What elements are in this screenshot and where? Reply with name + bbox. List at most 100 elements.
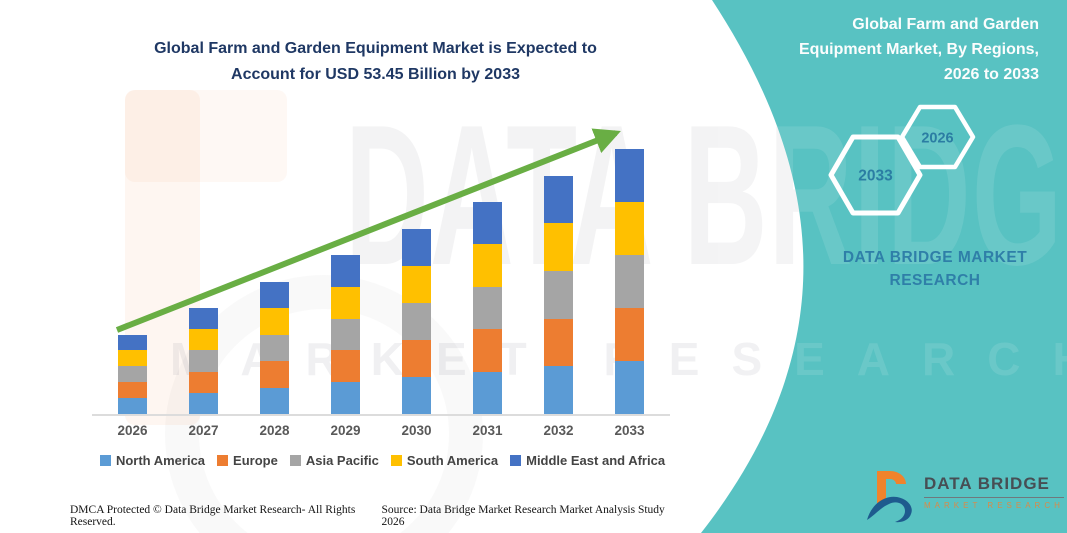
bar-segment xyxy=(118,382,147,399)
company-logo: DATA BRIDGE MARKET RESEARCH xyxy=(864,466,1064,528)
stacked-bar-2033 xyxy=(615,149,644,414)
bar-segment xyxy=(189,371,218,393)
legend-label: North America xyxy=(115,453,206,468)
bar-segment xyxy=(260,308,289,335)
brand-wordmark-line1: DATA BRIDGE MARKET xyxy=(842,249,1028,266)
bar-segment xyxy=(260,361,289,388)
stacked-bar-2032 xyxy=(544,175,573,414)
brand-wordmark: DATA BRIDGE MARKET RESEARCH xyxy=(805,246,1065,292)
watermark-on-teal-clip: DATA BRIDGE MARKET RESEARCH xyxy=(718,0,1067,533)
legend-label: Middle East and Africa xyxy=(526,453,666,468)
bar-segment xyxy=(189,350,218,372)
x-axis-tick-label: 2027 xyxy=(188,423,219,438)
bar-segment xyxy=(402,376,431,414)
watermark-databridge-text-white: DATA BRIDGE xyxy=(718,84,1067,307)
legend-swatch xyxy=(217,455,229,466)
bar-segment xyxy=(473,202,502,245)
bar-segment xyxy=(615,202,644,255)
brand-wordmark-line2: RESEARCH xyxy=(889,272,981,289)
stacked-bar-2026 xyxy=(118,334,147,414)
side-panel-title-line2: Equipment Market, By Regions, xyxy=(798,41,1039,58)
bar-segment xyxy=(260,281,289,308)
stacked-bar-2027 xyxy=(189,308,218,414)
bar-segment xyxy=(402,339,431,377)
x-axis-tick-label: 2026 xyxy=(117,423,148,438)
bar-segment xyxy=(402,265,431,303)
bar-segment xyxy=(615,361,644,414)
x-axis-tick-label: 2030 xyxy=(401,423,432,438)
bar-segment xyxy=(331,350,360,383)
bar-segment xyxy=(402,302,431,340)
bar-segment xyxy=(118,334,147,351)
legend-item: North America xyxy=(99,453,206,468)
hexagon-2026-label: 2026 xyxy=(921,131,953,147)
legend-label: South America xyxy=(406,453,499,468)
legend-label: Europe xyxy=(233,453,278,468)
bar-segment xyxy=(473,244,502,287)
legend-item: Asia Pacific xyxy=(289,453,379,468)
bar-segment xyxy=(189,308,218,330)
chart-legend: North America Europe Asia Pacific South Ame… xyxy=(95,453,670,468)
x-axis-tick-label: 2032 xyxy=(543,423,574,438)
company-logo-icon xyxy=(867,471,912,523)
stacked-bar-2031 xyxy=(473,202,502,414)
bar-segment xyxy=(331,382,360,414)
logo-title: DATA BRIDGE xyxy=(924,474,1064,498)
chart-title-line2: Account for USD 53.45 Billion by 2033 xyxy=(231,66,520,83)
bar-segment xyxy=(260,387,289,414)
side-panel-title-line3: 2026 to 2033 xyxy=(943,66,1039,83)
chart-title-line1: Global Farm and Garden Equipment Market … xyxy=(154,40,597,57)
x-axis-labels: 2026 2027 2028 2029 2030 2031 2032 2033 xyxy=(117,423,645,438)
bar-segment xyxy=(189,392,218,414)
bar-segment xyxy=(615,308,644,361)
bar-segment xyxy=(118,366,147,383)
bar-segment xyxy=(615,255,644,308)
legend-swatch xyxy=(99,455,111,466)
x-axis-tick-label: 2029 xyxy=(330,423,361,438)
bar-segment xyxy=(331,318,360,351)
legend-swatch xyxy=(510,455,522,466)
x-axis-line xyxy=(92,414,670,416)
legend-swatch xyxy=(289,455,301,466)
bar-segment xyxy=(118,350,147,367)
x-axis-tick-label: 2028 xyxy=(259,423,290,438)
hexagon-2033: 2033 xyxy=(828,134,923,216)
bar-segment xyxy=(260,334,289,361)
footer-dmca-text: DMCA Protected © Data Bridge Market Rese… xyxy=(70,504,356,528)
bar-segment xyxy=(189,329,218,351)
bar-segment xyxy=(402,228,431,266)
side-panel-title-line1: Global Farm and Garden xyxy=(852,16,1039,33)
side-panel-title: Global Farm and Garden Equipment Market,… xyxy=(739,12,1039,87)
bar-segment xyxy=(331,255,360,287)
hexagon-2033-label: 2033 xyxy=(858,168,893,185)
legend-swatch xyxy=(390,455,402,466)
logo-subtitle: MARKET RESEARCH xyxy=(924,501,1064,510)
stacked-bar-2028 xyxy=(260,281,289,414)
bar-segment xyxy=(615,149,644,202)
legend-label: Asia Pacific xyxy=(305,453,379,468)
chart-title: Global Farm and Garden Equipment Market … xyxy=(118,36,633,88)
bar-segment xyxy=(473,371,502,414)
bar-segment xyxy=(544,318,573,367)
bar-segment xyxy=(544,366,573,414)
bar-segment xyxy=(544,270,573,319)
stacked-bar-2029 xyxy=(331,255,360,414)
bar-segment xyxy=(331,286,360,319)
footer: DMCA Protected © Data Bridge Market Rese… xyxy=(70,504,670,528)
stacked-bar-2030 xyxy=(402,228,431,414)
bar-segment xyxy=(473,329,502,372)
bar-segment xyxy=(544,223,573,271)
watermark-marketresearch-text-white: MARKET RESEARCH xyxy=(718,333,1067,385)
legend-item: South America xyxy=(390,453,499,468)
bar-chart-plot-area xyxy=(118,0,644,414)
bar-segment xyxy=(118,398,147,414)
x-axis-tick-label: 2033 xyxy=(614,423,645,438)
legend-item: Middle East and Africa xyxy=(510,453,665,468)
hexagon-2026: 2026 xyxy=(899,104,976,170)
legend-item: Europe xyxy=(217,453,278,468)
x-axis-tick-label: 2031 xyxy=(472,423,503,438)
footer-source-text: Source: Data Bridge Market Research Mark… xyxy=(381,504,665,528)
bar-segment xyxy=(544,175,573,224)
